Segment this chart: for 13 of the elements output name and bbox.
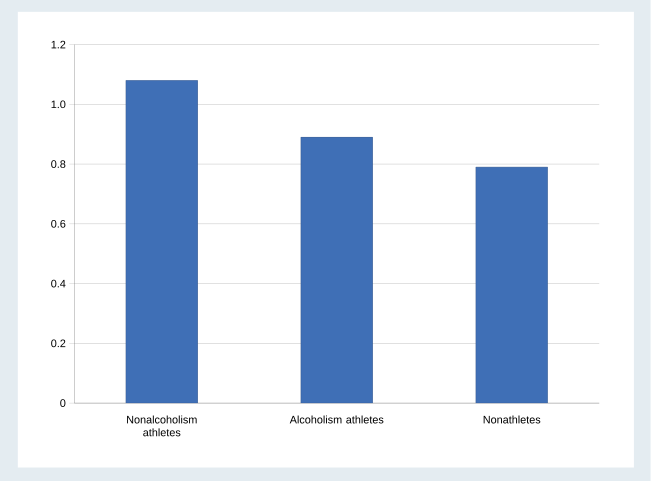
x-tick-label: Alcoholism athletes <box>290 415 384 424</box>
bar <box>300 136 373 403</box>
y-tick-label: 0.2 <box>51 339 66 348</box>
x-tick-label: Nonathletes <box>484 415 540 424</box>
y-tick-label: 1.0 <box>52 100 66 108</box>
y-tick-label: 0.8 <box>51 160 66 168</box>
y-tick-label: 0 <box>60 399 66 407</box>
bar <box>126 80 198 403</box>
x-tick-label: Nonalcoholism athletes <box>127 415 197 436</box>
y-tick-label: 1.2 <box>52 40 66 48</box>
y-tick-label: 0.6 <box>51 220 66 228</box>
bar <box>476 166 548 403</box>
y-tick-label: 0.4 <box>51 280 66 288</box>
